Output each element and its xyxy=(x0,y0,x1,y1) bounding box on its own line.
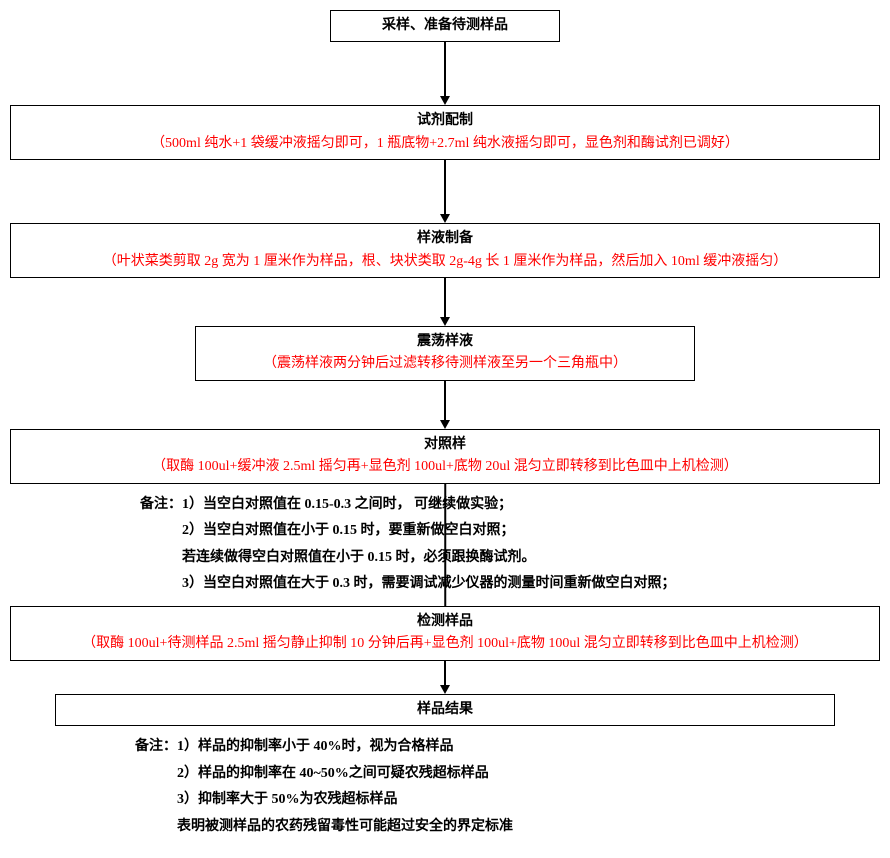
arrow-line xyxy=(444,278,446,318)
step5-box: 对照样 （取酶 100ul+缓冲液 2.5ml 摇匀再+显色剂 100ul+底物… xyxy=(10,429,880,484)
arrow-6 xyxy=(440,661,450,694)
notes2-item3: 3）抑制率大于 50%为农残超标样品 xyxy=(177,787,398,814)
step6-title: 检测样品 xyxy=(19,611,871,633)
notes2-item3b: 表明被测样品的农药残留毒性可能超过安全的界定标准 xyxy=(177,814,513,841)
step1-title: 采样、准备待测样品 xyxy=(339,15,551,37)
arrow-2 xyxy=(440,160,450,223)
arrow-head-icon xyxy=(440,317,450,326)
notes1-item2: 2）当空白对照值在小于 0.15 时，要重新做空白对照； xyxy=(182,518,515,545)
step5-title: 对照样 xyxy=(19,434,871,456)
step3-title: 样液制备 xyxy=(19,228,871,250)
notes1-region: 备注： 1）当空白对照值在 0.15-0.3 之间时， 可继续做实验； 备注： … xyxy=(10,484,880,606)
step2-title: 试剂配制 xyxy=(19,110,871,132)
arrow-line xyxy=(444,661,446,686)
arrow-4 xyxy=(440,381,450,429)
arrow-head-icon xyxy=(440,420,450,429)
arrow-head-icon xyxy=(440,214,450,223)
notes1-item1: 1）当空白对照值在 0.15-0.3 之间时， 可继续做实验； xyxy=(182,492,512,519)
flowchart: 采样、准备待测样品 试剂配制 （500ml 纯水+1 袋缓冲液摇匀即可，1 瓶底… xyxy=(5,10,885,848)
notes2-label: 备注： xyxy=(135,734,177,761)
step7-box: 样品结果 xyxy=(55,694,835,726)
step4-detail: （震荡样液两分钟后过滤转移待测样液至另一个三角瓶中） xyxy=(204,353,686,375)
notes2-item1: 1）样品的抑制率小于 40%时，视为合格样品 xyxy=(177,734,454,761)
step1-box: 采样、准备待测样品 xyxy=(330,10,560,42)
notes2-item2: 2）样品的抑制率在 40~50%之间可疑农残超标样品 xyxy=(177,761,489,788)
step2-detail: （500ml 纯水+1 袋缓冲液摇匀即可，1 瓶底物+2.7ml 纯水液摇匀即可… xyxy=(19,133,871,155)
notes1-item3: 3）当空白对照值在大于 0.3 时，需要调试减少仪器的测量时间重新做空白对照； xyxy=(182,571,676,598)
arrow-line xyxy=(444,42,446,97)
step6-box: 检测样品 （取酶 100ul+待测样品 2.5ml 摇匀静止抑制 10 分钟后再… xyxy=(10,606,880,661)
step3-detail: （叶状菜类剪取 2g 宽为 1 厘米作为样品，根、块状类取 2g-4g 长 1 … xyxy=(19,251,871,273)
step4-title: 震荡样液 xyxy=(204,331,686,353)
step7-title: 样品结果 xyxy=(64,699,826,721)
arrow-head-icon xyxy=(440,96,450,105)
step5-detail: （取酶 100ul+缓冲液 2.5ml 摇匀再+显色剂 100ul+底物 20u… xyxy=(19,456,871,478)
step4-box: 震荡样液 （震荡样液两分钟后过滤转移待测样液至另一个三角瓶中） xyxy=(195,326,695,381)
arrow-3 xyxy=(440,278,450,326)
arrow-line xyxy=(444,381,446,421)
arrow-line xyxy=(444,160,446,215)
step6-detail: （取酶 100ul+待测样品 2.5ml 摇匀静止抑制 10 分钟后再+显色剂 … xyxy=(19,633,871,655)
notes1-item2b: 若连续做得空白对照值在小于 0.15 时，必须跟换酶试剂。 xyxy=(182,545,536,572)
step3-box: 样液制备 （叶状菜类剪取 2g 宽为 1 厘米作为样品，根、块状类取 2g-4g… xyxy=(10,223,880,278)
arrow-1 xyxy=(440,42,450,105)
notes2: 备注： 1）样品的抑制率小于 40%时，视为合格样品 备注： 2）样品的抑制率在… xyxy=(135,734,513,840)
notes1: 备注： 1）当空白对照值在 0.15-0.3 之间时， 可继续做实验； 备注： … xyxy=(140,492,880,598)
arrow-head-icon xyxy=(440,685,450,694)
step2-box: 试剂配制 （500ml 纯水+1 袋缓冲液摇匀即可，1 瓶底物+2.7ml 纯水… xyxy=(10,105,880,160)
notes1-label: 备注： xyxy=(140,492,182,519)
